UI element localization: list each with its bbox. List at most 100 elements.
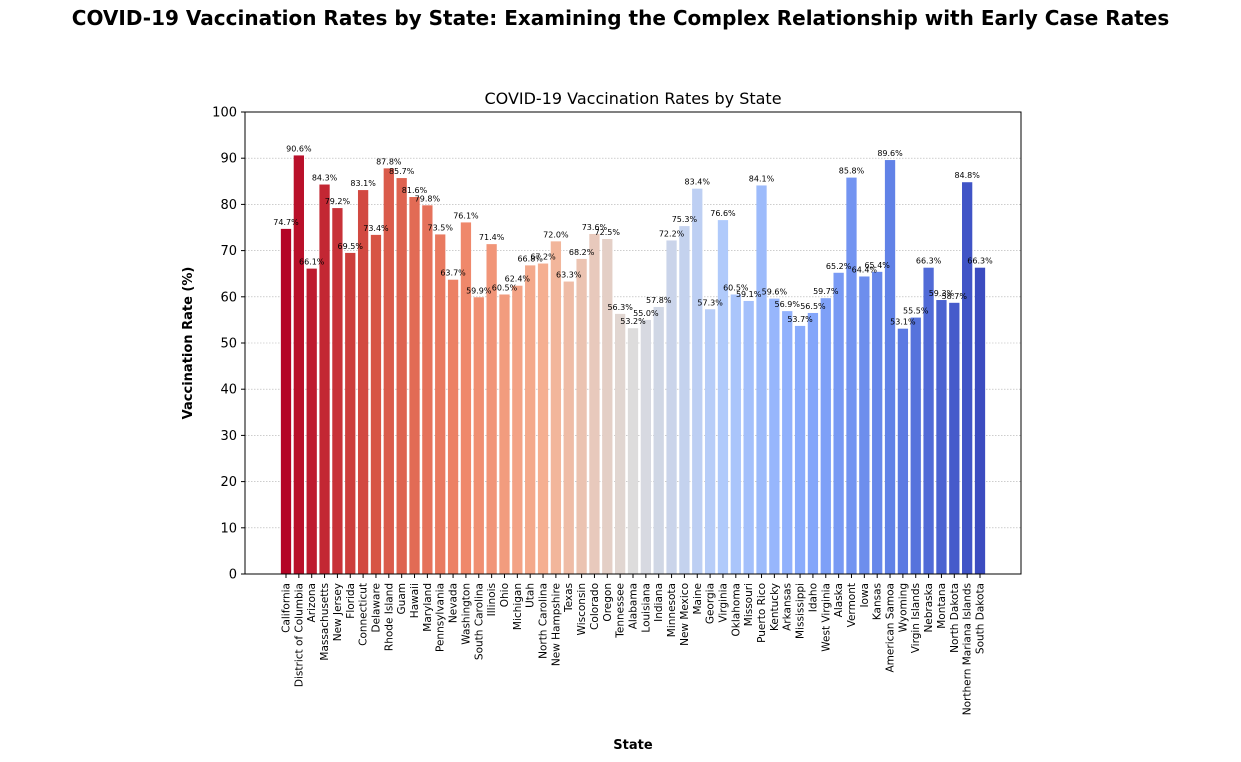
x-tick-label: Wisconsin xyxy=(576,583,588,635)
bar xyxy=(602,239,613,575)
bar xyxy=(589,233,600,574)
data-label: 68.2% xyxy=(569,248,595,257)
x-tick-label: New Hampshire xyxy=(550,583,562,666)
data-label: 59.7% xyxy=(813,287,839,296)
bar xyxy=(486,244,497,574)
x-tick-label: Texas xyxy=(563,583,575,613)
y-tick-label: 40 xyxy=(220,383,237,398)
y-tick-label: 30 xyxy=(220,429,237,444)
data-label: 59.9% xyxy=(466,286,492,295)
bar xyxy=(679,226,690,575)
x-tick-label: North Carolina xyxy=(538,583,550,659)
x-tick-label: Wyoming xyxy=(897,583,909,632)
y-tick-label: 10 xyxy=(220,521,237,536)
bar xyxy=(383,168,394,575)
x-tick-label: Nebraska xyxy=(923,583,935,633)
bar xyxy=(627,328,639,574)
bar xyxy=(756,185,767,574)
bar xyxy=(936,300,947,574)
x-tick-label: Idaho xyxy=(807,583,819,612)
y-tick-label: 70 xyxy=(220,244,237,259)
data-label: 71.4% xyxy=(479,233,505,242)
x-tick-label: Minnesota xyxy=(666,583,678,637)
y-axis-ticks: 0 10 20 30 40 50 60 70 80 90 100 xyxy=(212,106,245,583)
bar xyxy=(370,234,382,574)
x-tick-label: Kansas xyxy=(872,583,884,620)
y-tick-label: 60 xyxy=(220,290,237,305)
data-label: 72.2% xyxy=(659,229,685,238)
bar xyxy=(974,267,986,574)
x-tick-label: Louisiana xyxy=(640,583,652,633)
y-tick-label: 80 xyxy=(220,198,237,213)
x-tick-label: Alabama xyxy=(628,583,640,629)
x-tick-label: Rhode Island xyxy=(383,583,395,651)
bar xyxy=(537,263,549,574)
x-tick-label: Hawaii xyxy=(409,583,421,618)
bar xyxy=(280,228,292,574)
data-label: 57.3% xyxy=(697,298,723,307)
data-label: 56.5% xyxy=(800,302,826,311)
bar xyxy=(949,302,960,574)
bar xyxy=(499,294,510,574)
data-label: 87.8% xyxy=(376,157,402,166)
y-tick-label: 50 xyxy=(220,337,237,352)
x-tick-label: Massachusetts xyxy=(319,583,331,661)
data-label: 59.3% xyxy=(929,289,955,298)
bar xyxy=(872,271,883,574)
x-tick-label: Missouri xyxy=(743,583,755,626)
data-label: 56.9% xyxy=(775,300,801,309)
x-tick-label: Ohio xyxy=(499,583,511,607)
x-tick-label: Illinois xyxy=(486,583,498,616)
data-label: 59.1% xyxy=(736,290,762,299)
x-tick-label: American Samoa xyxy=(885,583,897,673)
data-label: 89.6% xyxy=(877,149,903,158)
y-tick-label: 100 xyxy=(212,106,237,121)
bar xyxy=(730,294,741,574)
data-label: 84.3% xyxy=(312,174,338,183)
bar xyxy=(859,276,870,574)
x-tick-label: Arkansas xyxy=(782,583,794,631)
bars xyxy=(280,155,986,575)
bar xyxy=(576,258,587,574)
x-tick-label: New Jersey xyxy=(332,583,344,641)
data-label: 90.6% xyxy=(286,144,312,153)
bar xyxy=(897,328,909,574)
data-label: 59.6% xyxy=(762,288,788,297)
data-label: 63.3% xyxy=(556,271,582,280)
x-tick-label: Vermont xyxy=(846,583,858,627)
data-label: 84.1% xyxy=(749,174,775,183)
data-label: 53.1% xyxy=(890,318,916,327)
x-tick-label: Florida xyxy=(345,583,357,619)
bar xyxy=(357,190,369,574)
bar xyxy=(769,298,780,574)
bar xyxy=(820,298,831,574)
data-label: 81.6% xyxy=(402,186,428,195)
data-label: 66.3% xyxy=(916,257,942,266)
bar xyxy=(666,240,677,574)
bar xyxy=(923,267,934,574)
data-label: 62.4% xyxy=(505,275,531,284)
bar xyxy=(306,268,317,574)
bar xyxy=(473,297,484,574)
figure-suptitle: COVID-19 Vaccination Rates by State: Exa… xyxy=(71,6,1170,30)
x-tick-label: Michigan xyxy=(512,583,524,630)
data-label: 53.2% xyxy=(620,317,646,326)
data-label: 84.8% xyxy=(954,171,980,180)
bar xyxy=(396,178,407,574)
y-tick-label: 0 xyxy=(229,568,237,583)
bar xyxy=(319,184,330,574)
x-tick-label: Kentucky xyxy=(769,583,781,631)
data-label: 66.3% xyxy=(967,257,993,266)
bar xyxy=(782,311,793,574)
x-tick-label: Guam xyxy=(396,583,408,614)
bar xyxy=(615,313,626,574)
data-label: 72.5% xyxy=(595,228,621,237)
x-tick-label: Nevada xyxy=(448,583,460,623)
data-label: 79.2% xyxy=(325,197,351,206)
bar xyxy=(692,188,703,574)
x-tick-label: Connecticut xyxy=(358,583,370,646)
data-label: 85.7% xyxy=(389,167,415,176)
x-tick-label: California xyxy=(281,583,293,633)
bar xyxy=(833,272,844,574)
